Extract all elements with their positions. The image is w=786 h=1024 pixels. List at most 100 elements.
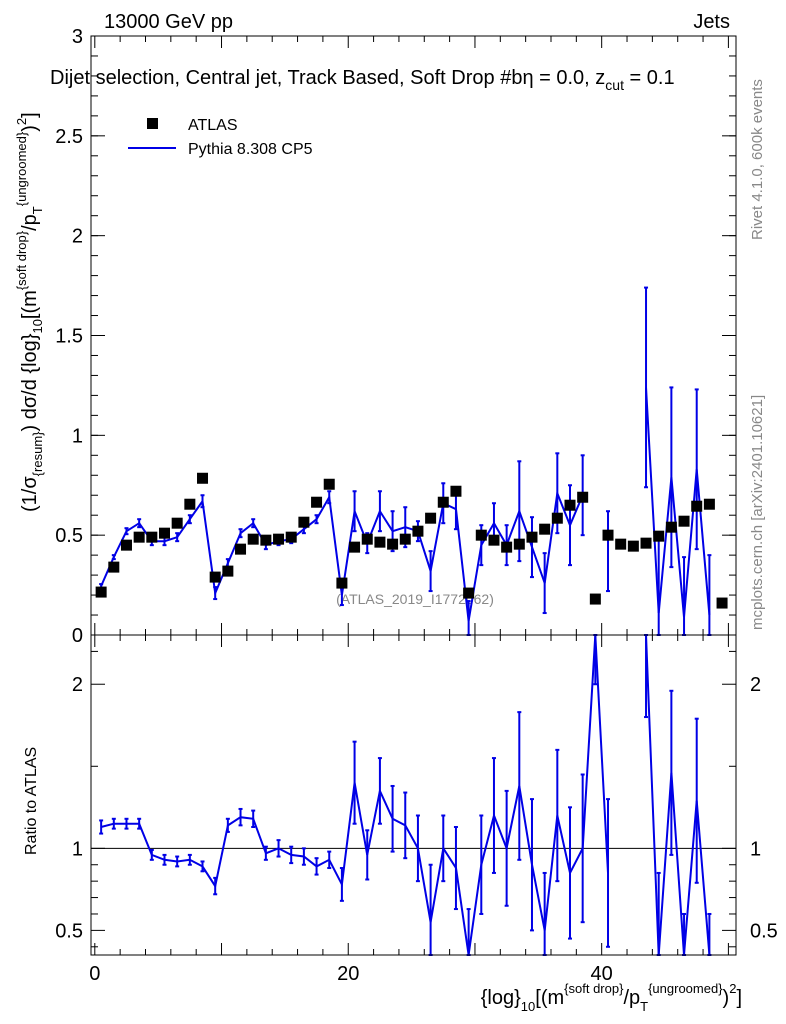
header-jets-label: Jets bbox=[693, 11, 730, 33]
ratio-y-tick-label: 0.5 bbox=[55, 920, 83, 942]
ratio-y-tick-label-right: 1 bbox=[750, 838, 761, 860]
data-point bbox=[678, 515, 690, 527]
x-tick-labels: 0 20 40 bbox=[89, 963, 613, 985]
data-point bbox=[463, 587, 475, 599]
data-point bbox=[425, 512, 437, 524]
data-point bbox=[285, 531, 297, 543]
main-y-tick-label: 0.5 bbox=[55, 525, 83, 547]
data-point bbox=[551, 512, 563, 524]
xlabel-c-sub: T bbox=[640, 999, 648, 1014]
main-data-series bbox=[95, 472, 728, 609]
xlabel-e: ] bbox=[736, 987, 742, 1009]
data-point bbox=[197, 472, 209, 484]
mc-line bbox=[100, 489, 584, 622]
legend-data-marker bbox=[147, 118, 158, 129]
main-y-tick-label: 1.5 bbox=[55, 326, 83, 348]
x-tick-label: 0 bbox=[89, 963, 100, 985]
header-energy-label: 13000 GeV pp bbox=[104, 11, 233, 33]
data-point bbox=[412, 525, 424, 537]
data-point bbox=[387, 538, 399, 550]
mcplots-label: mcplots.cern.ch [arXiv:2401.10621] bbox=[749, 395, 766, 630]
main-ylabel-b-sub: 10 bbox=[30, 319, 45, 333]
main-ylabel-c-sup: {soft drop} bbox=[14, 230, 29, 290]
main-ylabel-a: (1/σ bbox=[19, 476, 41, 512]
rivet-label: Rivet 4.1.0, 600k events bbox=[749, 79, 766, 240]
ratio-y-tick-label-right: 0.5 bbox=[750, 920, 778, 942]
main-y-tick-label: 2 bbox=[72, 226, 83, 248]
ratio-y-tick-label: 1 bbox=[72, 838, 83, 860]
data-point bbox=[437, 496, 449, 508]
plot-title-tail: = 0.1 bbox=[624, 67, 675, 89]
data-point bbox=[311, 496, 323, 508]
legend-data-label: ATLAS bbox=[188, 117, 238, 134]
legend-mc-label: Pythia 8.308 CP5 bbox=[188, 141, 313, 158]
data-point bbox=[349, 541, 361, 553]
main-ylabel-b: ) dσ/d {log} bbox=[19, 333, 41, 431]
main-y-tick-label: 2.5 bbox=[55, 126, 83, 148]
data-point bbox=[298, 516, 310, 528]
xlabel-b: [(m bbox=[535, 987, 564, 1009]
data-point bbox=[399, 533, 411, 545]
main-y-tick-label: 3 bbox=[72, 26, 83, 48]
data-point bbox=[171, 517, 183, 529]
main-ylabel-e-sup: 2 bbox=[14, 118, 29, 125]
ratio-mc-series bbox=[99, 634, 712, 956]
data-point bbox=[602, 529, 614, 541]
data-point bbox=[513, 538, 525, 550]
data-point bbox=[146, 531, 158, 543]
data-point bbox=[222, 565, 234, 577]
xlabel-c-sup: {ungroomed} bbox=[648, 981, 723, 996]
data-point bbox=[564, 499, 576, 511]
ratio-ylabel: Ratio to ATLAS bbox=[23, 747, 40, 855]
data-point bbox=[488, 534, 500, 546]
data-point bbox=[539, 523, 551, 535]
data-point bbox=[615, 538, 627, 550]
x-tick-label: 20 bbox=[337, 963, 359, 985]
data-point bbox=[95, 586, 107, 598]
data-point bbox=[374, 536, 386, 548]
ratio-line bbox=[100, 634, 609, 956]
data-point bbox=[273, 533, 285, 545]
data-point bbox=[247, 533, 259, 545]
plot-title-sub: cut bbox=[605, 77, 624, 93]
data-point bbox=[716, 597, 728, 609]
xlabel-c: /p bbox=[623, 987, 640, 1009]
main-ylabel-d-sup: {ungroomed} bbox=[14, 131, 29, 206]
mc-line bbox=[645, 387, 711, 618]
xlabel-a-sub: 10 bbox=[521, 999, 535, 1014]
data-point bbox=[526, 531, 538, 543]
data-point bbox=[501, 541, 513, 553]
main-ylabel-f: ] bbox=[19, 112, 41, 118]
xlabel-b-sup: {soft drop} bbox=[564, 981, 624, 996]
data-point bbox=[627, 540, 639, 552]
watermark: (ATLAS_2019_I1772062) bbox=[336, 591, 494, 607]
data-point bbox=[361, 533, 373, 545]
main-ylabel-d-sub: T bbox=[30, 206, 45, 214]
data-point bbox=[450, 485, 462, 497]
data-point bbox=[336, 577, 348, 589]
main-ylabel-d: /p bbox=[19, 214, 41, 231]
data-point bbox=[691, 500, 703, 512]
data-point bbox=[209, 571, 221, 583]
xlabel-d: ) bbox=[723, 987, 730, 1009]
plot-title-main: Dijet selection, Central jet, Track Base… bbox=[50, 67, 522, 89]
main-ylabel-c: [(m bbox=[19, 290, 41, 319]
data-point bbox=[475, 529, 487, 541]
x-tick-label: 40 bbox=[591, 963, 613, 985]
plot-title: Dijet selection, Central jet, Track Base… bbox=[50, 67, 675, 93]
ratio-frame bbox=[90, 634, 737, 956]
ratio-axes: 0.5 0.5 1 1 2 2 bbox=[55, 635, 778, 955]
data-point bbox=[577, 491, 589, 503]
main-ylabel-a-sub: {resum} bbox=[30, 431, 45, 476]
data-point bbox=[260, 534, 272, 546]
plot-title-eta: η = 0.0, z bbox=[522, 67, 605, 89]
data-point bbox=[158, 527, 170, 539]
data-point bbox=[703, 498, 715, 510]
main-ylabel: (1/σ{resum}) dσ/d {log}10[(m{soft drop}/… bbox=[14, 112, 45, 512]
xlabel-a: {log} bbox=[481, 987, 521, 1009]
data-point bbox=[235, 543, 247, 555]
xlabel-d-sup: 2 bbox=[729, 981, 736, 996]
xlabel: {log}10[(m{soft drop}/pT{ungroomed})2] bbox=[481, 981, 742, 1014]
data-point bbox=[640, 537, 652, 549]
